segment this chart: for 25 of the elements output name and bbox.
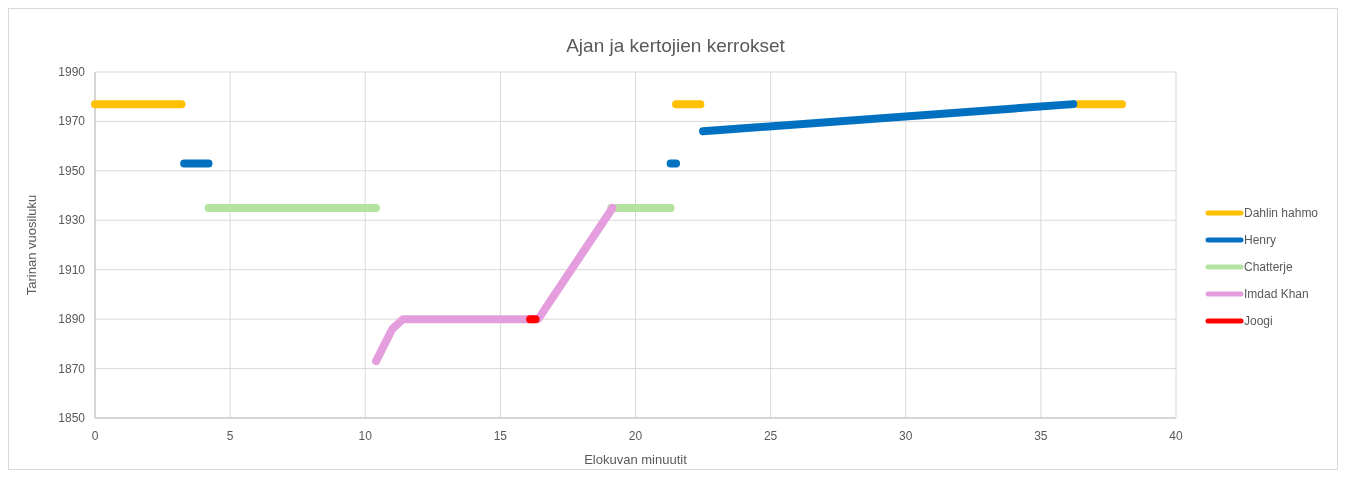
y-tick-label: 1990 xyxy=(58,65,86,79)
y-tick-label: 1870 xyxy=(58,361,86,376)
x-tick-label: 10 xyxy=(358,429,373,443)
x-tick-label: 15 xyxy=(493,429,508,443)
legend-label: Henry xyxy=(1244,233,1277,247)
y-tick-label: 1970 xyxy=(58,114,86,129)
y-tick-label: 1930 xyxy=(58,213,86,228)
chart-title: Ajan ja kertojien kerrokset xyxy=(566,35,786,56)
legend-label: Dahlin hahmo xyxy=(1244,206,1319,220)
y-tick-label: 1910 xyxy=(58,262,86,277)
y-axis-title: Tarinan vuosiluku xyxy=(24,194,39,296)
y-tick-label: 1890 xyxy=(58,312,86,327)
x-tick-label: 40 xyxy=(1169,429,1183,443)
x-tick-label: 20 xyxy=(628,429,643,443)
x-tick-label: 25 xyxy=(763,429,778,443)
y-tick-label: 1850 xyxy=(58,411,86,425)
x-tick-label: 35 xyxy=(1034,429,1048,443)
x-axis-title: Elokuvan minuutit xyxy=(584,452,688,467)
x-tick-label: 30 xyxy=(899,429,913,443)
y-tick-label: 1950 xyxy=(58,163,86,178)
legend-label: Chatterje xyxy=(1244,260,1294,274)
x-tick-label: 5 xyxy=(226,429,234,443)
x-tick-label: 0 xyxy=(91,429,99,443)
legend-label: Imdad Khan xyxy=(1244,287,1309,301)
legend-label: Joogi xyxy=(1244,314,1273,328)
